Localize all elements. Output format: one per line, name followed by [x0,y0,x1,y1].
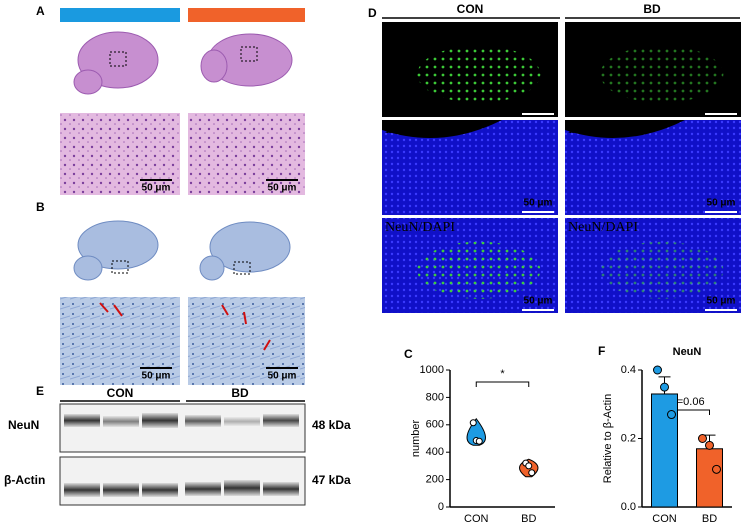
panel-label: E [36,384,44,398]
y-tick-label: 400 [426,446,444,458]
y-axis-label: Relative to β-Actin [602,394,614,483]
y-tick-label: 0.4 [621,364,636,376]
bar [696,448,723,508]
y-tick-label: 0 [438,501,444,513]
y-axis-label: number [410,420,422,458]
neun-signal [600,45,724,103]
scale-bar-label: 50 μm [524,198,553,209]
blot-row: β-Actin [4,473,45,487]
panel-label: D [368,6,377,20]
y-tick-label: 0.2 [621,432,636,444]
dapi-dark [382,120,502,138]
fluorescence-grid: NeuN 50 μm NeuN 50 μm DAPI 50 μm DAPI 50 μm NeuN… [382,22,741,313]
roi-box [111,260,129,274]
x-tick-label: CON [464,513,489,525]
channel-label: NeuN [385,24,418,39]
chart-title: NeuN [673,346,702,358]
y-tick-label: 1000 [420,364,444,376]
charts: 0 200 400 600 800 1000 CON BD number * 0.0 0.2 0.4 CO… [410,346,732,525]
micrograph [188,297,305,385]
panel-label: A [36,4,45,18]
scale-bar-label: 50 μm [268,183,297,194]
blot-row: NeuN [8,418,39,432]
scale-bar-label: 50 μm [268,371,297,382]
scale-bar-label: 50 μm [142,183,171,194]
scale-bar-label: 50 μm [524,296,553,307]
significance-bracket [475,381,530,387]
point [653,365,662,375]
point [698,434,707,443]
point [667,410,676,420]
channel-label: NeuN/DAPI [385,220,455,235]
point [525,462,533,470]
roi-box [240,46,258,62]
panel-label: B [36,200,45,214]
channel-label: DAPI [568,122,601,137]
neun-signal [417,241,541,299]
point [475,437,483,445]
y-tick-label: 0.0 [621,501,636,513]
channel-label: NeuN [568,24,601,39]
column-label: BD [643,2,661,16]
blot-column: BD [231,386,249,400]
roi-box [233,261,251,275]
micrograph [188,113,305,195]
scale-bar-label: 50 μm [707,198,736,209]
annotation: P=0.06 [669,396,704,408]
dapi-dark [565,120,685,138]
scale-bar-label: 50 μm [707,100,736,111]
x-tick-label: CON [652,513,677,525]
column-label: CON [457,2,484,16]
y-tick-label: 600 [426,419,444,431]
channel-label: NeuN/DAPI [568,220,638,235]
blot-box [59,456,306,506]
nissl-slice [73,220,291,281]
roi-box [109,51,127,67]
panel-label: F [598,344,605,358]
blot-size: 47 kDa [312,473,351,487]
panel-label: C [404,347,413,361]
point [469,419,477,427]
channel-label: DAPI [385,122,418,137]
blot-box [59,403,306,453]
he-slice [73,31,293,95]
blot-size: 48 kDa [312,418,351,432]
micrograph [60,113,180,195]
blot-column: CON [107,386,134,400]
neun-signal [417,45,541,103]
annotation: * [500,368,505,380]
point [705,440,714,450]
y-tick-label: 200 [426,474,444,486]
scale-bar-label: 50 μm [142,371,171,382]
arrow [99,302,271,351]
group-bar [188,8,305,22]
scale-bar-label: 50 μm [524,100,553,111]
blot-band [64,413,299,497]
scale-bar-label: 50 μm [707,296,736,307]
group-bar [60,8,180,22]
x-tick-label: BD [521,513,536,525]
neun-signal [600,241,724,299]
point [712,464,721,474]
y-tick-label: 800 [426,391,444,403]
x-tick-label: BD [702,513,717,525]
point [528,469,536,477]
point [660,382,669,392]
